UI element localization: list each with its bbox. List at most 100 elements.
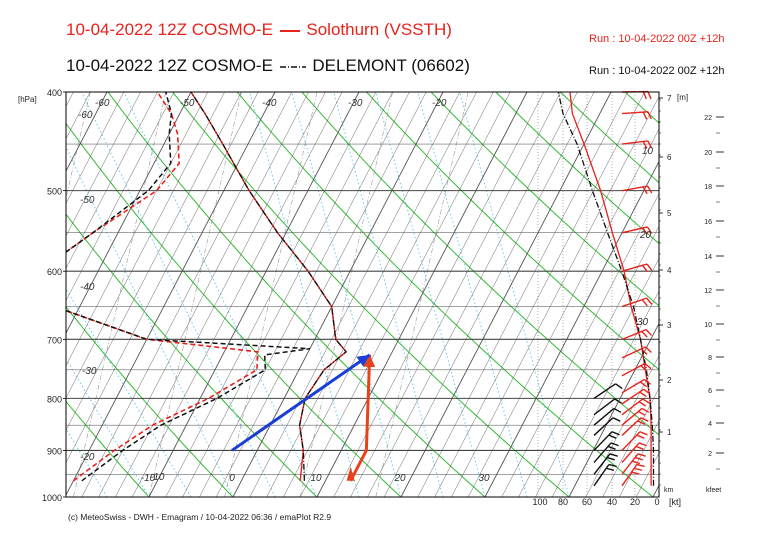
mixing-ratio-label: 30 <box>637 317 649 328</box>
pressure-tick-label: 500 <box>47 187 62 197</box>
mixing-ratio-label: 10 <box>642 146 654 157</box>
solothurn-wind-barb-feather <box>639 391 647 398</box>
solothurn-wind-barb-feather <box>637 410 646 416</box>
isotherm <box>703 92 766 497</box>
isotherm <box>66 92 108 173</box>
solothurn-wind-barb-feather <box>646 263 653 271</box>
isotherm <box>468 128 659 497</box>
solothurn-wind-barb-feather <box>634 456 643 461</box>
dry-adiabat <box>495 92 659 245</box>
solothurn-wind-barb-feather <box>639 381 648 388</box>
solothurn-wind-barb-feather <box>642 227 648 235</box>
solothurn-wind-barb-feather <box>631 471 640 475</box>
mixing-ratio-line <box>299 92 393 497</box>
isotherm <box>687 92 766 497</box>
delemont-wind-barb-feather <box>608 434 617 439</box>
dry-adiabat <box>560 92 659 184</box>
isotherm-label: -40 <box>80 282 95 293</box>
kfeet-tick-label: 2 <box>708 451 712 458</box>
isotherm <box>66 92 175 302</box>
kfeet-tick-label: 6 <box>708 388 712 395</box>
solothurn-wind-barb-feather <box>637 453 646 457</box>
isotherm <box>535 258 659 497</box>
isotherm <box>384 92 595 497</box>
isotherm <box>165 92 376 497</box>
wind-tick-label: 100 <box>532 497 547 507</box>
solothurn-wind-speed-line <box>569 92 652 486</box>
run-info-solothurn: Run : 10-04-2022 00Z +12h <box>589 33 725 45</box>
run-info-delemont: Run : 10-04-2022 00Z +12h <box>589 65 725 77</box>
pressure-tick-label: 900 <box>47 446 62 456</box>
isotherm <box>484 160 659 497</box>
delemont-wind-barb <box>593 464 610 487</box>
isotherm <box>434 92 645 497</box>
delemont-wind-barb <box>593 453 611 475</box>
wind-tick-label: 60 <box>582 497 592 507</box>
isotherm-label: -60 <box>95 98 110 109</box>
solothurn-wind-barb-feather <box>646 297 653 305</box>
km-tick-label: 6 <box>667 153 672 162</box>
delemont-wind-barb-feather <box>610 442 619 447</box>
title-delemont: 10-04-2022 12Z COSMO-E DELEMONT (06602) <box>66 56 470 76</box>
isotherm <box>66 92 158 269</box>
kfeet-tick-label: 8 <box>708 355 712 362</box>
pressure-unit-label: [hPa] <box>18 95 37 104</box>
solothurn-wind-barb-feather <box>642 186 648 195</box>
km-footer-label: km <box>664 487 674 494</box>
solothurn-wind-barb-feather <box>640 417 649 422</box>
isotherm-label: -30 <box>348 98 363 109</box>
isotherm <box>199 92 410 497</box>
moist-adiabat <box>459 92 570 497</box>
station-name: DELEMONT (06602) <box>312 56 470 75</box>
moist-adiabat <box>66 358 150 497</box>
run-label: 10-04-2022 12Z COSMO-E <box>66 56 273 75</box>
isotherm-label: -10 <box>150 472 165 483</box>
delemont-wind-barb-feather <box>608 463 617 468</box>
isotherm-label: -40 <box>262 98 277 109</box>
moist-adiabat <box>0 92 65 497</box>
delemont-wind-barb-feather <box>606 467 615 471</box>
dash-dot-line-legend-icon <box>279 65 306 68</box>
isotherm <box>737 92 766 497</box>
isotherm <box>115 92 326 497</box>
solothurn-wind-barb <box>621 297 647 308</box>
solothurn-wind-barb-feather <box>635 445 644 450</box>
isotherm <box>619 420 659 497</box>
dry-adiabat <box>172 92 570 497</box>
km-tick-label: 1 <box>667 428 672 437</box>
isotherm <box>585 355 659 497</box>
parcel-ascent-mixed <box>231 353 371 452</box>
isotherm <box>216 92 427 497</box>
kfeet-tick-label: 12 <box>704 288 712 295</box>
parcel-base-marker <box>346 466 355 481</box>
solothurn-wind-barb-feather <box>638 442 647 447</box>
isotherm <box>568 322 659 497</box>
solothurn-wind-barb-feather <box>646 226 653 234</box>
pressure-tick-label: 700 <box>47 335 62 345</box>
isotherm <box>333 92 544 497</box>
isotherm <box>66 92 276 497</box>
solothurn-wind-barb-feather <box>643 388 651 395</box>
isotherm <box>66 92 192 335</box>
isotherm <box>232 92 444 497</box>
delemont-wind-speed-line <box>557 92 655 486</box>
plot-frame <box>65 91 660 498</box>
solothurn-wind-barb-feather <box>647 185 653 194</box>
isotherm <box>367 92 578 497</box>
delemont-wind-barb <box>593 407 615 426</box>
wind-tick-label: 40 <box>607 497 617 507</box>
pressure-tick-label: 600 <box>47 267 62 277</box>
delemont-wind-barb <box>593 398 616 416</box>
isotherm-label: -60 <box>78 110 93 121</box>
solothurn-wind-barb-feather <box>638 401 647 407</box>
isotherm <box>720 92 766 497</box>
dry-adiabat <box>0 92 65 497</box>
delemont-wind-barb-feather <box>611 431 620 436</box>
solid-line-legend-icon <box>279 29 300 32</box>
dry-adiabat <box>66 213 318 497</box>
solothurn-wind-barb-feather <box>636 434 645 439</box>
x-tick-label: 10 <box>310 473 322 484</box>
isotherm <box>66 92 259 464</box>
delemont-wind-barb-feather <box>609 453 618 457</box>
solothurn-wind-barb-feather <box>643 378 652 385</box>
